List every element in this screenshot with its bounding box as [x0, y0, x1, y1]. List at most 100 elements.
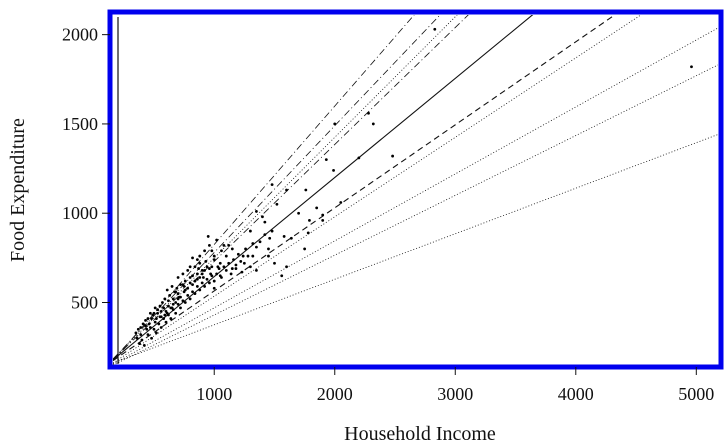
data-point-148 — [191, 274, 194, 278]
data-point-110 — [222, 265, 226, 269]
data-point-123 — [270, 229, 274, 233]
data-point-145 — [171, 302, 175, 306]
data-point-160 — [201, 276, 205, 279]
data-point-61 — [168, 293, 172, 297]
data-point-8 — [332, 168, 335, 172]
data-point-116 — [236, 252, 240, 256]
data-point-57 — [176, 276, 180, 279]
data-point-81 — [152, 327, 156, 331]
data-point-120 — [251, 242, 255, 245]
x-tick-label-4000: 4000 — [558, 384, 594, 404]
data-point-175 — [198, 254, 202, 258]
data-point-101 — [200, 281, 204, 285]
data-point-183 — [212, 286, 216, 290]
data-point-130 — [198, 276, 202, 279]
data-point-170 — [181, 283, 185, 287]
data-points — [134, 27, 693, 347]
data-point-168 — [167, 299, 170, 303]
data-point-79 — [146, 333, 150, 337]
data-point-144 — [165, 311, 169, 315]
data-point-96 — [188, 297, 192, 301]
x-tick-label-1000: 1000 — [196, 384, 232, 404]
data-point-164 — [147, 322, 151, 326]
data-point-58 — [175, 286, 179, 290]
data-point-12 — [285, 188, 288, 192]
data-point-20 — [321, 218, 325, 222]
data-point-3 — [333, 122, 337, 126]
data-point-29 — [268, 236, 272, 240]
data-point-32 — [248, 265, 252, 269]
fit-lines — [113, 15, 718, 365]
data-point-74 — [136, 327, 140, 331]
data-point-10 — [304, 188, 308, 192]
data-point-9 — [391, 154, 395, 158]
data-point-33 — [255, 268, 258, 272]
data-point-44 — [208, 243, 211, 247]
y-tick-label-1500: 1500 — [62, 114, 98, 134]
data-point-139 — [200, 272, 204, 276]
data-point-185 — [230, 267, 234, 270]
fit-line-4 — [113, 27, 718, 365]
data-point-77 — [138, 342, 141, 345]
data-point-27 — [263, 220, 267, 224]
data-point-152 — [220, 249, 223, 253]
data-point-166 — [152, 311, 156, 315]
data-point-163 — [154, 317, 158, 320]
data-point-25 — [255, 210, 258, 213]
data-point-94 — [183, 301, 187, 304]
data-point-5 — [371, 122, 375, 126]
data-point-186 — [242, 261, 246, 265]
data-point-132 — [210, 265, 214, 269]
data-point-53 — [186, 268, 190, 272]
data-point-153 — [227, 243, 231, 247]
data-point-60 — [170, 285, 174, 288]
y-tick-label-500: 500 — [71, 293, 98, 313]
data-point-51 — [191, 256, 194, 260]
data-point-113 — [229, 272, 233, 276]
data-point-177 — [162, 306, 166, 310]
data-point-172 — [195, 258, 199, 262]
data-point-64 — [161, 301, 164, 304]
data-point-48 — [198, 261, 202, 265]
data-point-41 — [222, 243, 226, 247]
data-point-24 — [285, 265, 288, 269]
data-point-176 — [171, 297, 175, 301]
data-point-161 — [209, 272, 213, 276]
data-point-80 — [150, 336, 153, 340]
fit-line-1 — [113, 15, 534, 361]
data-point-138 — [193, 279, 197, 283]
data-point-169 — [174, 290, 178, 294]
data-point-129 — [191, 283, 194, 287]
fit-line-10 — [113, 15, 415, 361]
data-point-111 — [224, 268, 228, 272]
data-point-67 — [153, 306, 157, 310]
data-point-23 — [282, 235, 286, 238]
data-point-49 — [195, 272, 199, 276]
data-point-156 — [176, 292, 180, 295]
data-point-47 — [200, 268, 204, 272]
data-point-75 — [134, 331, 138, 335]
fit-line-9 — [113, 15, 441, 360]
data-point-65 — [158, 304, 162, 308]
data-point-39 — [230, 247, 234, 251]
data-point-131 — [203, 268, 206, 272]
data-point-171 — [188, 265, 192, 269]
data-point-115 — [234, 267, 238, 270]
data-point-149 — [197, 267, 200, 270]
y-axis-ticks: 500 1000 1500 2000 — [62, 25, 110, 313]
data-point-173 — [203, 249, 206, 253]
data-point-14 — [297, 211, 300, 215]
data-point-52 — [188, 276, 192, 279]
data-point-76 — [140, 338, 144, 342]
data-point-133 — [218, 261, 222, 265]
data-point-143 — [159, 315, 163, 319]
data-point-37 — [240, 270, 244, 274]
data-point-31 — [241, 254, 245, 258]
x-axis-title: Household Income — [344, 423, 496, 444]
data-point-45 — [212, 258, 216, 262]
data-point-43 — [210, 249, 214, 253]
data-point-104 — [208, 281, 211, 285]
data-point-162 — [216, 265, 220, 269]
plot-frame — [107, 9, 724, 370]
